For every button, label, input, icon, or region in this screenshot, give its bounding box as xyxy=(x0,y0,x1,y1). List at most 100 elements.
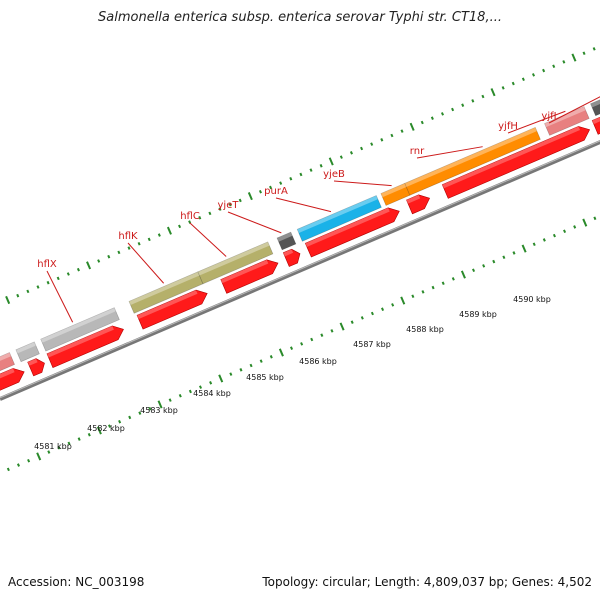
upper-tick-mark xyxy=(511,81,515,86)
scale-tick-mark xyxy=(209,381,213,385)
gene-box-highlight xyxy=(0,352,11,361)
scale-tick-mark xyxy=(118,419,122,424)
upper-tick-mark xyxy=(370,142,374,146)
scale-tick-mark xyxy=(391,303,395,307)
upper-tick-mark xyxy=(562,60,566,64)
map-title: Salmonella enterica subsp. enterica sero… xyxy=(98,10,502,25)
scale-label: 4584 kbp xyxy=(193,389,231,398)
scale-tick-mark xyxy=(310,337,314,342)
gene-label-rnr: rnr xyxy=(410,146,425,157)
cds-arrow xyxy=(136,289,208,330)
scale-tick-mark xyxy=(360,316,364,320)
upper-tick-mark xyxy=(451,107,455,112)
upper-tick-mark xyxy=(440,112,444,116)
gene-box-highlight xyxy=(40,307,116,343)
scale-tick-mark xyxy=(532,242,536,247)
upper-tick-mark xyxy=(66,272,70,276)
cds-arrow-highlight xyxy=(305,207,390,247)
upper-tick-mark xyxy=(117,250,121,255)
upper-tick-mark xyxy=(501,86,505,90)
gene-label-yjeT: yjeT xyxy=(218,200,240,211)
upper-tick-mark xyxy=(328,157,334,166)
scale-tick-mark xyxy=(67,441,71,446)
upper-tick-mark xyxy=(531,73,536,77)
gene-leader-line xyxy=(416,146,483,159)
gene-box-grey xyxy=(40,307,120,352)
gene-box-highlight xyxy=(15,341,36,354)
upper-tick-mark xyxy=(166,226,172,235)
upper-tick-mark xyxy=(157,233,161,237)
upper-tick-mark xyxy=(571,53,577,62)
scale-tick-mark xyxy=(460,270,466,279)
gene-box-highlight xyxy=(544,106,586,128)
scale-tick-mark xyxy=(381,307,385,311)
scale-label: 4581 kbp xyxy=(34,442,72,451)
upper-tick-mark xyxy=(198,215,202,220)
upper-tick-mark xyxy=(309,168,313,172)
scale-tick-mark xyxy=(259,359,263,363)
gene-leader-line xyxy=(507,110,566,134)
scale-tick-mark xyxy=(36,452,42,461)
backbone-highlight xyxy=(0,140,600,399)
scale-tick-mark xyxy=(542,238,546,242)
scale-label: 4583 kbp xyxy=(140,406,178,415)
gene-leader-line xyxy=(127,242,165,284)
upper-tick-mark xyxy=(36,285,40,289)
upper-tick-mark xyxy=(349,151,353,155)
upper-tick-mark xyxy=(542,68,546,73)
upper-tick-mark xyxy=(137,241,141,246)
gene-label-yjfH: yjfH xyxy=(498,121,518,132)
gene-leader-line xyxy=(46,270,74,323)
gene-box-pink xyxy=(0,352,15,372)
upper-tick-mark xyxy=(46,280,50,285)
scale-tick-mark xyxy=(47,450,51,454)
genome-summary-text: Topology: circular; Length: 4,809,037 bp… xyxy=(262,575,592,589)
scale-tick-mark xyxy=(16,463,20,467)
upper-tick-mark xyxy=(238,198,242,203)
scale-tick-mark xyxy=(370,311,374,316)
gene-box-highlight xyxy=(129,271,200,305)
upper-tick-mark xyxy=(360,146,364,151)
scale-tick-mark xyxy=(218,374,224,383)
gene-label-yjfI: yjfI xyxy=(541,111,556,122)
scale-tick-mark xyxy=(472,268,476,273)
upper-tick-mark xyxy=(218,207,222,211)
scale-tick-mark xyxy=(157,400,163,409)
upper-tick-mark xyxy=(279,181,283,185)
upper-tick-mark xyxy=(56,276,60,281)
upper-tick-mark xyxy=(26,289,30,294)
scale-tick-mark xyxy=(229,372,233,376)
scale-tick-mark xyxy=(441,281,445,286)
upper-tick-mark xyxy=(430,116,434,120)
gene-box-blue xyxy=(296,195,382,242)
scale-tick-mark xyxy=(107,424,112,428)
gene-box-orange xyxy=(404,127,541,196)
upper-tick-mark xyxy=(107,254,111,259)
upper-tick-mark xyxy=(521,77,525,81)
scale-tick-mark xyxy=(400,296,406,305)
scale-tick-mark xyxy=(339,322,345,331)
scale-tick-mark xyxy=(350,320,354,324)
cds-arrow-highlight xyxy=(137,290,198,319)
scale-tick-mark xyxy=(6,467,10,472)
upper-tick-mark xyxy=(5,295,11,305)
upper-tick-mark xyxy=(400,129,404,133)
scale-tick-mark xyxy=(290,346,294,350)
scale-tick-mark xyxy=(492,259,496,264)
upper-tick-mark xyxy=(471,99,475,103)
scale-tick-mark xyxy=(431,285,435,290)
cds-arrow-highlight xyxy=(27,358,38,366)
scale-tick-mark xyxy=(128,415,132,420)
cds-arrow-highlight xyxy=(47,325,114,358)
cds-arrow-highlight xyxy=(283,249,294,257)
gene-label-purA: purA xyxy=(264,186,288,197)
upper-tick-mark xyxy=(582,51,586,56)
upper-tick-mark xyxy=(420,120,424,125)
scale-tick-mark xyxy=(563,229,567,234)
gene-leader-line xyxy=(548,96,600,124)
cds-arrow-highlight xyxy=(592,117,600,125)
backbone-line xyxy=(0,139,600,401)
scale-label: 4585 kbp xyxy=(246,373,284,382)
scale-tick-mark xyxy=(269,355,273,359)
